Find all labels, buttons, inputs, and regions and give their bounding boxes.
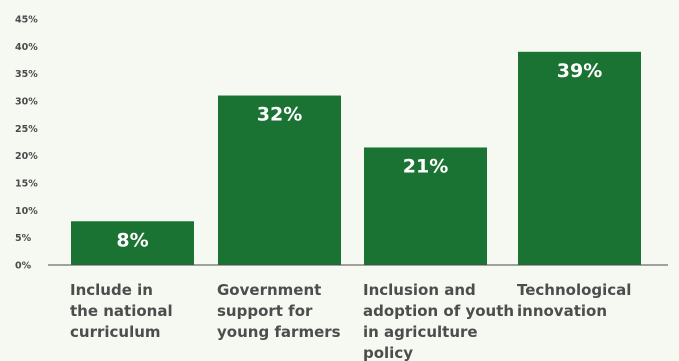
category-label-line: support for xyxy=(217,302,313,320)
y-tick-label: 45% xyxy=(15,15,38,26)
data-label: 21% xyxy=(403,155,448,177)
y-tick-label: 15% xyxy=(15,179,38,190)
y-tick-label: 25% xyxy=(15,124,38,135)
y-tick-label: 30% xyxy=(15,97,38,108)
bar xyxy=(71,221,194,265)
category-label: Government support for young farmers xyxy=(217,281,341,341)
bar xyxy=(364,147,487,265)
category-label-line: curriculum xyxy=(70,323,161,341)
category-label: Inclusion and adoption of youth in agricul… xyxy=(363,281,514,361)
y-axis: 0% 5% 10% 15% 20% 25% 30% 35% 40% 45% xyxy=(15,15,38,272)
category-label-line: the national xyxy=(70,302,173,320)
category-label-line: in agriculture xyxy=(363,323,478,341)
category-label-line: policy xyxy=(363,344,413,361)
category-label-line: Inclusion and xyxy=(363,281,476,299)
bars-group: 8% 32% 21% 39% xyxy=(71,51,641,266)
category-label-line: young farmers xyxy=(217,323,341,341)
category-label: Include in the national curriculum xyxy=(70,281,173,341)
y-tick-label: 40% xyxy=(15,42,38,53)
data-label: 39% xyxy=(557,60,602,82)
y-tick-label: 10% xyxy=(15,206,38,217)
category-label-line: innovation xyxy=(517,302,607,320)
bar xyxy=(518,51,641,265)
data-label: 8% xyxy=(116,229,148,251)
category-label-line: Technological xyxy=(517,281,631,299)
y-tick-label: 20% xyxy=(15,151,38,162)
category-label-line: adoption of youth xyxy=(363,302,514,320)
category-label-line: Government xyxy=(217,281,321,299)
category-label-line: Include in xyxy=(70,281,153,299)
y-tick-label: 35% xyxy=(15,69,38,80)
y-tick-label: 0% xyxy=(15,261,32,272)
category-labels: Include in the national curriculum Governme… xyxy=(70,281,631,361)
category-label: Technological innovation xyxy=(517,281,631,320)
bar xyxy=(218,95,341,266)
y-tick-label: 5% xyxy=(15,233,32,244)
data-label: 32% xyxy=(257,104,302,126)
